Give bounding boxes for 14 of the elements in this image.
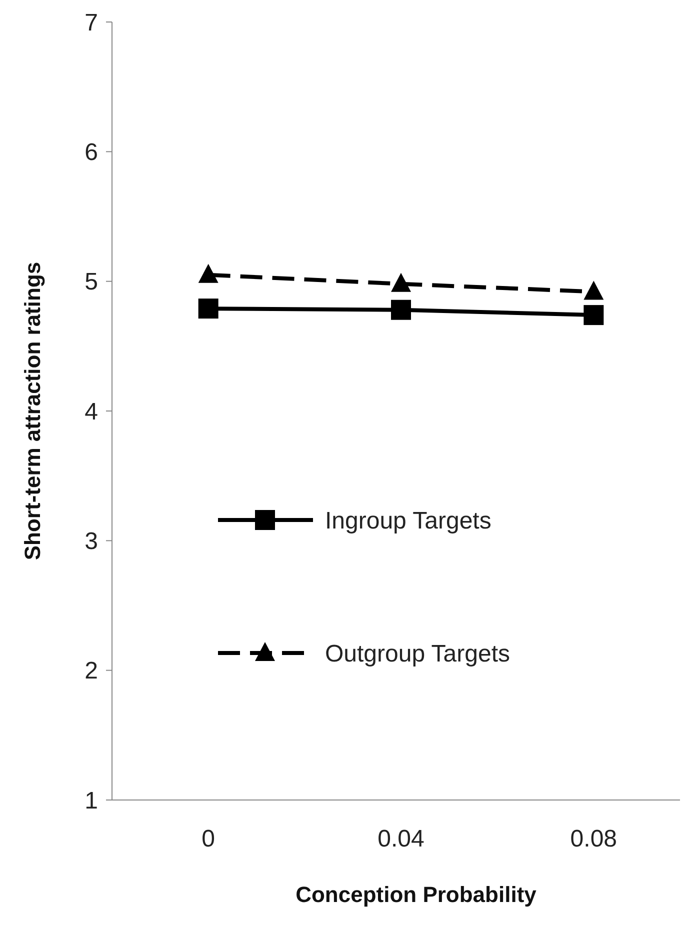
- x-tick-label: 0: [202, 825, 216, 852]
- legend-label: Ingroup Targets: [325, 507, 492, 534]
- y-tick-label: 7: [84, 9, 98, 36]
- y-tick-label: 4: [84, 398, 98, 426]
- x-tick-label: 0.08: [570, 825, 618, 852]
- y-tick-label: 3: [84, 528, 98, 556]
- y-tick-label: 5: [84, 268, 98, 296]
- y-tick-label: 2: [84, 658, 98, 685]
- x-axis-title: Conception Probability: [296, 882, 538, 907]
- x-tick-label: 0.04: [378, 825, 424, 852]
- legend-label: Outgroup Targets: [325, 640, 510, 668]
- y-tick-label: 6: [84, 139, 98, 166]
- y-tick-label: 1: [84, 787, 98, 814]
- y-axis-title: Short-term attraction ratings: [20, 262, 45, 560]
